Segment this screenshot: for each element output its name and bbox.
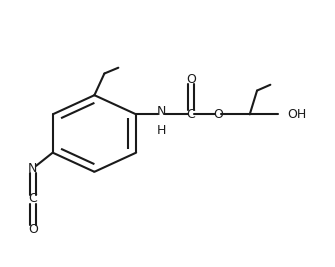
Text: H: H xyxy=(156,124,166,137)
Text: N: N xyxy=(28,162,38,175)
Text: O: O xyxy=(186,73,196,87)
Text: O: O xyxy=(213,108,223,121)
Text: OH: OH xyxy=(287,108,307,121)
Text: O: O xyxy=(28,223,38,236)
Text: N: N xyxy=(156,105,166,118)
Text: C: C xyxy=(28,193,37,205)
Text: C: C xyxy=(187,108,195,121)
